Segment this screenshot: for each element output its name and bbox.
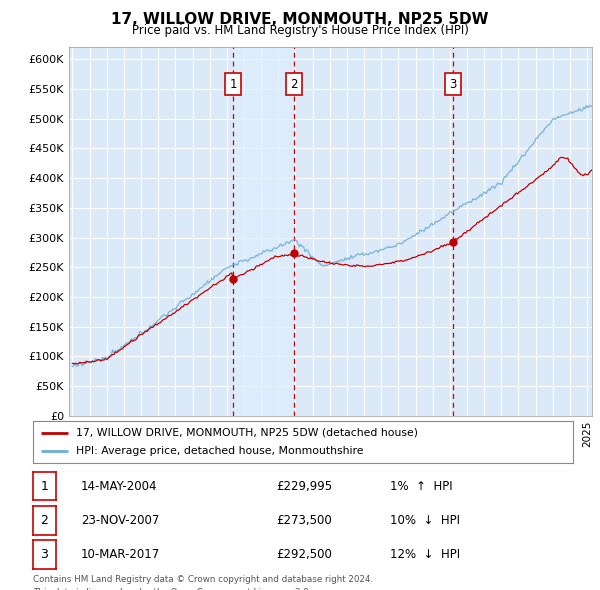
Text: 12%  ↓  HPI: 12% ↓ HPI xyxy=(390,548,460,561)
Text: 10%  ↓  HPI: 10% ↓ HPI xyxy=(390,514,460,527)
Text: Price paid vs. HM Land Registry's House Price Index (HPI): Price paid vs. HM Land Registry's House … xyxy=(131,24,469,37)
Text: 1: 1 xyxy=(40,480,49,493)
Text: 2: 2 xyxy=(290,77,298,91)
Text: 1%  ↑  HPI: 1% ↑ HPI xyxy=(390,480,452,493)
Text: 17, WILLOW DRIVE, MONMOUTH, NP25 5DW: 17, WILLOW DRIVE, MONMOUTH, NP25 5DW xyxy=(111,12,489,27)
Text: 2: 2 xyxy=(40,514,49,527)
Text: £229,995: £229,995 xyxy=(276,480,332,493)
Text: HPI: Average price, detached house, Monmouthshire: HPI: Average price, detached house, Monm… xyxy=(76,446,364,456)
Text: 1: 1 xyxy=(229,77,237,91)
Text: £292,500: £292,500 xyxy=(276,548,332,561)
Text: £273,500: £273,500 xyxy=(276,514,332,527)
Text: Contains HM Land Registry data © Crown copyright and database right 2024.: Contains HM Land Registry data © Crown c… xyxy=(33,575,373,584)
Text: 3: 3 xyxy=(40,548,49,561)
Text: 23-NOV-2007: 23-NOV-2007 xyxy=(81,514,160,527)
Text: 3: 3 xyxy=(449,77,457,91)
Text: This data is licensed under the Open Government Licence v3.0.: This data is licensed under the Open Gov… xyxy=(33,588,311,590)
Bar xyxy=(233,47,294,416)
Text: 14-MAY-2004: 14-MAY-2004 xyxy=(81,480,157,493)
Text: 10-MAR-2017: 10-MAR-2017 xyxy=(81,548,160,561)
Text: 17, WILLOW DRIVE, MONMOUTH, NP25 5DW (detached house): 17, WILLOW DRIVE, MONMOUTH, NP25 5DW (de… xyxy=(76,428,418,438)
